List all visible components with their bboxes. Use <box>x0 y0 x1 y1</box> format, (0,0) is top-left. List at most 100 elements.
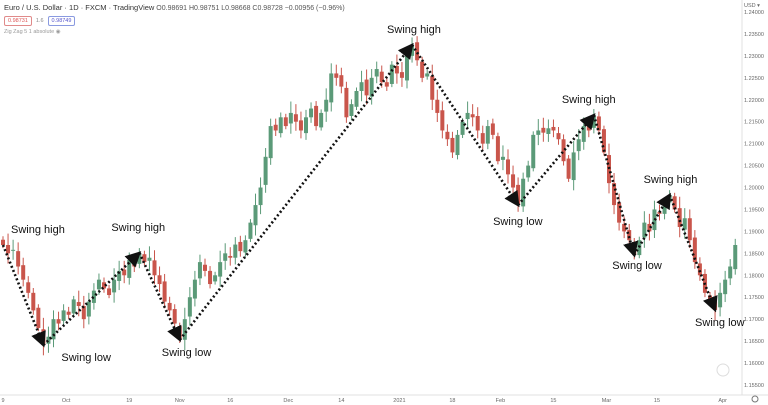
indicator-legend[interactable]: Zig Zag 5 1 absolute ◉ <box>4 29 61 35</box>
swing-arrow <box>410 44 520 208</box>
candle-body <box>233 244 238 258</box>
x-tick-label: 16 <box>227 398 233 404</box>
candle-body <box>51 319 56 340</box>
candle-body <box>61 310 66 321</box>
candle-body <box>157 275 162 285</box>
candle-body <box>485 126 490 144</box>
candle-body <box>329 73 334 103</box>
candle-body <box>26 282 31 293</box>
x-tick-label: 9 <box>1 398 4 404</box>
x-tick-label: 18 <box>449 398 455 404</box>
candle-body <box>107 288 112 296</box>
candle-body <box>379 71 384 83</box>
candle-body <box>672 196 677 210</box>
candle-body <box>435 99 440 113</box>
eye-icon[interactable]: ◉ <box>55 29 61 35</box>
sell-price-button[interactable]: 0.98731 <box>4 16 32 26</box>
candle-body <box>334 73 339 78</box>
buy-price-button[interactable]: 0.98749 <box>47 16 76 26</box>
candle-body <box>506 159 510 175</box>
swing-label: Swing high <box>387 24 441 36</box>
candle-body <box>546 128 551 134</box>
candle-body <box>31 292 36 311</box>
candle-body <box>228 255 233 258</box>
candle-body <box>258 187 263 206</box>
swing-arrow <box>592 114 639 258</box>
x-tick-label: 15 <box>654 398 660 404</box>
ohlc-readout: O0.98691 H0.98751 L0.98668 C0.98728 −0.0… <box>156 5 345 12</box>
candle-body <box>192 279 197 299</box>
candle-body <box>389 64 394 84</box>
candle-body <box>733 245 738 270</box>
candle-body <box>288 112 293 124</box>
trade-badges: 0.98731 1.6 0.98749 <box>4 16 76 26</box>
symbol-title: Euro / U.S. Dollar · 1D · FXCM · Trading… <box>4 3 155 12</box>
candle-body <box>677 208 682 228</box>
y-tick-label: 1.16000 <box>744 361 764 367</box>
candle-body <box>425 73 430 77</box>
candle-body <box>500 156 505 160</box>
candle-body <box>697 263 702 276</box>
chart-header: Euro / U.S. Dollar · 1D · FXCM · Trading… <box>4 3 345 12</box>
candle-body <box>21 265 26 280</box>
x-tick-label: 2021 <box>393 398 405 404</box>
candle-body <box>490 123 495 135</box>
candle-body <box>511 174 516 188</box>
candle-body <box>682 218 687 230</box>
candle-body <box>218 262 223 277</box>
y-tick-label: 1.20000 <box>744 186 764 192</box>
candle-body <box>16 251 21 267</box>
candle-body <box>455 134 460 156</box>
candle-body <box>617 202 622 223</box>
y-tick-label: 1.15500 <box>744 383 764 389</box>
candle-body <box>723 279 728 295</box>
candle-body <box>521 178 526 207</box>
y-tick-label: 1.21500 <box>744 120 764 126</box>
candle-body <box>86 301 91 317</box>
y-tick-label: 1.17500 <box>744 295 764 301</box>
candle-body <box>495 136 500 162</box>
candle-body <box>420 61 425 78</box>
candle-body <box>551 126 556 131</box>
y-tick-label: 1.17000 <box>744 317 764 323</box>
candle-body <box>223 253 228 261</box>
candle-body <box>364 79 369 96</box>
candle-body <box>96 279 101 290</box>
candle-body <box>117 270 122 281</box>
y-tick-label: 1.22500 <box>744 76 764 82</box>
candle-body <box>339 75 344 87</box>
candle-body <box>298 120 303 131</box>
candle-body <box>102 282 106 289</box>
x-tick-label: 15 <box>550 398 556 404</box>
candle-body <box>556 133 561 140</box>
candle-body <box>167 302 172 311</box>
x-tick-label: Dec <box>283 398 293 404</box>
candle-body <box>445 131 450 140</box>
candle-body <box>642 222 647 238</box>
candle-body <box>263 156 268 185</box>
candle-body <box>662 205 667 214</box>
candle-body <box>253 205 258 226</box>
candle-body <box>162 281 167 302</box>
candle-body <box>122 269 127 276</box>
candle-body <box>657 212 662 214</box>
candle-body <box>324 99 329 112</box>
x-tick-label: Oct <box>62 398 71 404</box>
settings-gear-icon[interactable] <box>751 395 759 403</box>
swing-label: Swing low <box>493 216 543 228</box>
candle-body <box>172 309 177 324</box>
candle-body <box>394 65 399 74</box>
candle-body <box>470 114 475 118</box>
candle-body <box>248 222 253 239</box>
y-tick-label: 1.19000 <box>744 229 764 235</box>
swing-label: Swing low <box>612 260 662 272</box>
candle-body <box>243 240 248 253</box>
candle-body <box>475 115 480 131</box>
candle-body <box>319 112 324 128</box>
candle-body <box>213 275 218 282</box>
y-tick-label: 1.24000 <box>744 10 764 16</box>
y-tick-label: 1.21000 <box>744 142 764 148</box>
candle-body <box>81 305 86 320</box>
scroll-to-latest-button[interactable] <box>716 363 730 377</box>
